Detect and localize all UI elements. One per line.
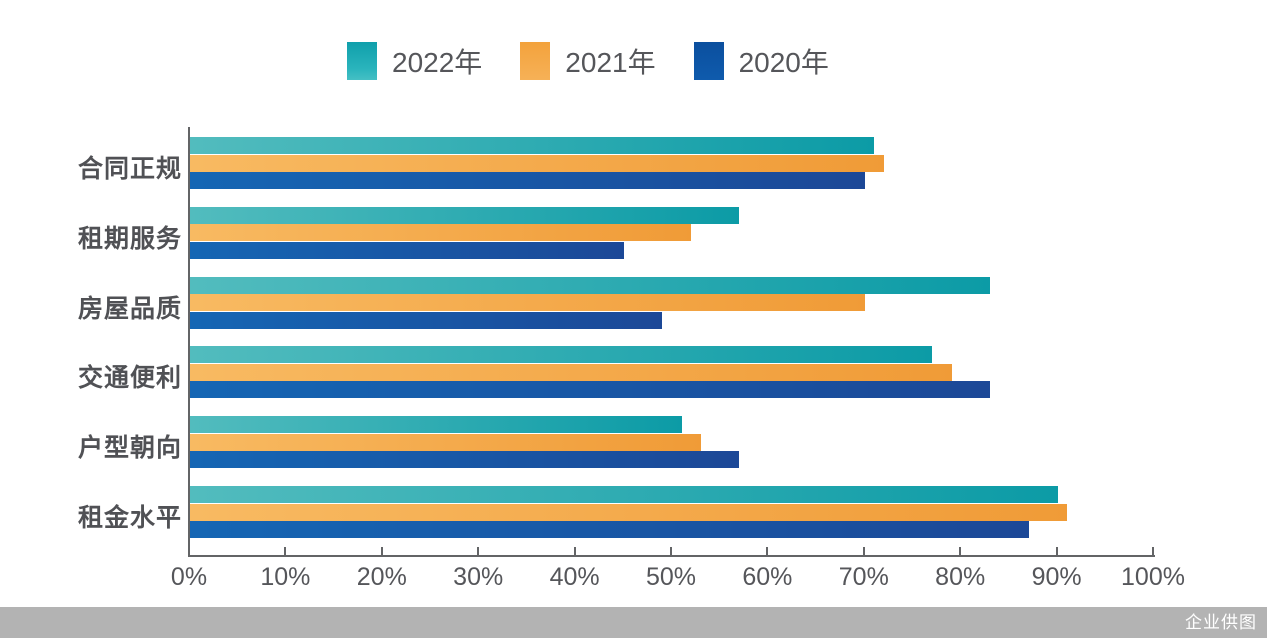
- legend-swatch-blue: [693, 42, 724, 80]
- category-label: 户型朝向: [77, 434, 182, 463]
- legend-label: 2022年: [392, 47, 483, 78]
- x-tick-label: 100%: [1121, 563, 1185, 591]
- y-axis-line: [188, 127, 190, 557]
- chart-legend: 2022年 2021年 2020年: [347, 41, 829, 81]
- legend-label: 2020年: [738, 47, 829, 78]
- bar-2021年-房屋品质: [190, 294, 865, 312]
- x-tick: [1055, 547, 1058, 555]
- footer-strip: 企业供图: [0, 607, 1267, 638]
- bar-2020年-交通便利: [190, 381, 991, 399]
- bar-2020年-房屋品质: [190, 311, 663, 329]
- bar-2022年-合同正规: [190, 137, 875, 154]
- x-tick: [573, 547, 576, 555]
- bar-2021年-租期服务: [190, 224, 692, 242]
- legend-item-2021: 2021年: [520, 41, 656, 81]
- x-tick-label: 10%: [260, 563, 311, 591]
- category-label: 交通便利: [77, 364, 182, 393]
- bar-2020年-租期服务: [190, 241, 624, 259]
- x-tick-label: 80%: [935, 563, 986, 591]
- x-axis-line: [188, 555, 1155, 557]
- x-tick: [284, 547, 287, 555]
- bar-2021年-户型朝向: [190, 433, 701, 451]
- bar-2021年-租金水平: [190, 503, 1068, 521]
- legend-item-2020: 2020年: [693, 41, 829, 81]
- x-tick-label: 70%: [838, 563, 889, 591]
- x-tick: [766, 547, 769, 555]
- x-tick-label: 30%: [453, 563, 504, 591]
- x-tick-label: 90%: [1031, 563, 1082, 591]
- bar-2020年-合同正规: [190, 172, 865, 189]
- legend-swatch-orange: [520, 42, 551, 80]
- bar-2022年-租期服务: [190, 206, 740, 224]
- category-label: 租期服务: [77, 224, 182, 253]
- bar-2021年-交通便利: [190, 363, 952, 381]
- category-label: 租金水平: [77, 504, 182, 532]
- x-tick: [380, 547, 383, 555]
- bar-2022年-交通便利: [190, 346, 933, 364]
- bar-2022年-户型朝向: [190, 416, 682, 434]
- bar-2022年-租金水平: [190, 486, 1058, 503]
- x-tick-label: 0%: [170, 563, 208, 591]
- x-tick: [1152, 547, 1154, 555]
- x-tick-label: 50%: [645, 563, 697, 591]
- legend-item-2022: 2022年: [347, 41, 482, 81]
- x-tick-label: 60%: [742, 563, 793, 591]
- bar-2021年-合同正规: [190, 154, 885, 172]
- x-tick: [477, 547, 480, 555]
- category-label: 房屋品质: [77, 294, 182, 323]
- bar-2020年-租金水平: [190, 521, 1029, 538]
- x-tick: [670, 547, 672, 555]
- x-tick-label: 20%: [356, 563, 407, 591]
- category-label: 合同正规: [77, 155, 182, 183]
- x-tick-label: 40%: [549, 563, 600, 591]
- legend-swatch-teal: [347, 42, 377, 80]
- plot-area: [190, 128, 1154, 556]
- bar-2022年-房屋品质: [190, 276, 991, 294]
- image-credit-label: 企业供图: [1185, 613, 1257, 632]
- x-tick: [862, 547, 865, 555]
- x-tick: [959, 547, 962, 555]
- bar-2020年-户型朝向: [190, 451, 740, 469]
- legend-label: 2021年: [565, 47, 656, 78]
